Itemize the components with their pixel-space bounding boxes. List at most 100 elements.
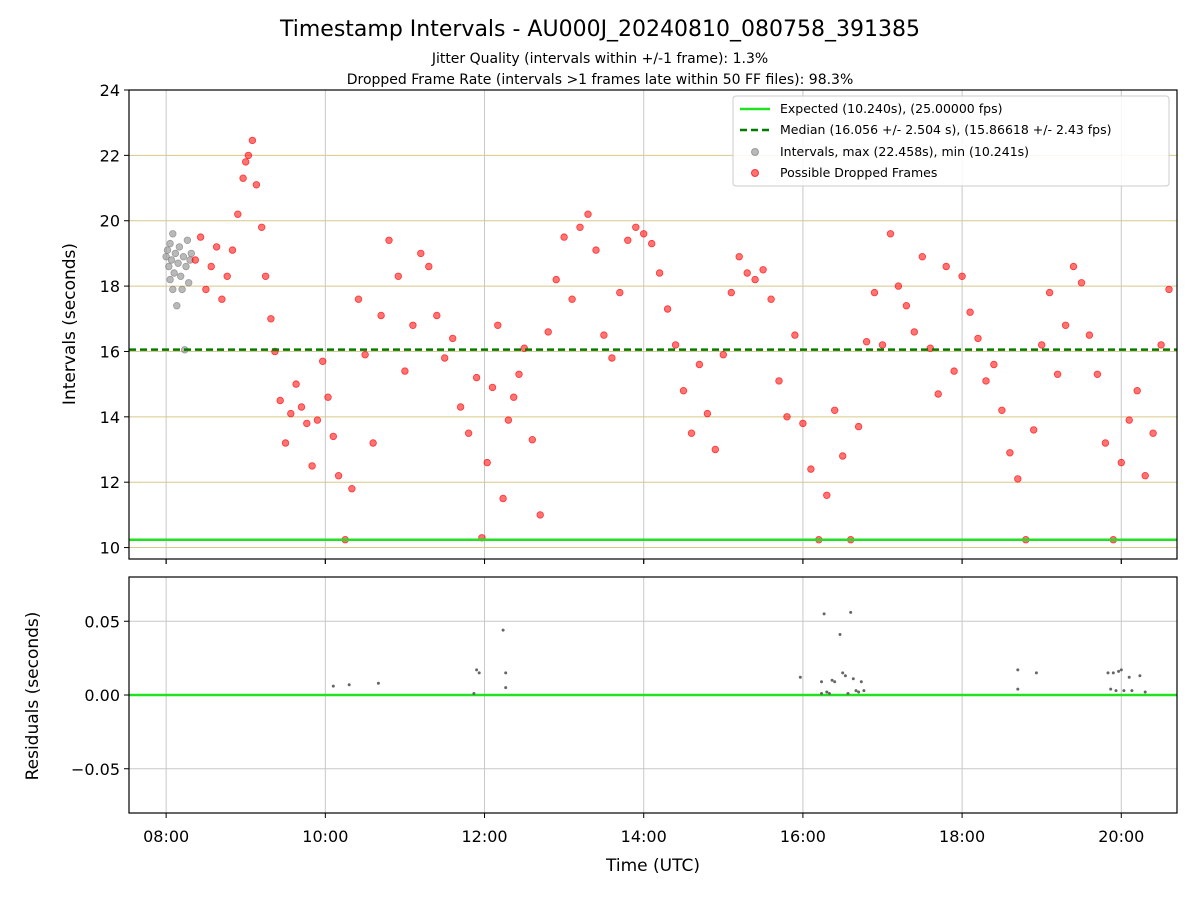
- dropped-frame-point: [377, 311, 385, 320]
- dropped-frame-point: [417, 249, 425, 258]
- residual-point: [846, 692, 850, 695]
- x-tick-label: 20:00: [1098, 827, 1144, 846]
- dropped-frame-point: [1061, 321, 1070, 329]
- dropped-frame-point: [775, 377, 783, 385]
- residuals-y-axis-label: Residuals (seconds): [23, 612, 43, 781]
- dropped-frame-point: [488, 383, 497, 392]
- dropped-frame-point: [735, 253, 743, 261]
- dropped-frame-point: [281, 439, 290, 447]
- interval-point: [163, 246, 172, 254]
- dropped-frame-point: [324, 393, 332, 401]
- dropped-frame-point: [234, 210, 242, 218]
- dropped-frame-point: [767, 295, 775, 303]
- residual-point: [827, 692, 831, 695]
- dropped-frame-point: [648, 239, 656, 248]
- interval-point: [182, 262, 190, 271]
- residual-point: [1109, 687, 1113, 691]
- residual-point: [851, 677, 855, 681]
- dropped-frame-point: [1101, 439, 1110, 447]
- dropped-frame-point: [998, 406, 1006, 414]
- dropped-frame-point: [759, 266, 767, 274]
- residual-point: [475, 668, 479, 672]
- dropped-frame-point: [464, 429, 473, 437]
- dropped-frame-point: [297, 403, 306, 411]
- dropped-frame-point: [942, 262, 950, 271]
- dropped-frame-point: [510, 393, 518, 401]
- chart-subtitle-dropped: Dropped Frame Rate (intervals >1 frames …: [347, 72, 854, 88]
- dropped-frame-point: [223, 272, 231, 280]
- dropped-frame-point: [472, 373, 481, 382]
- dropped-frame-point: [655, 269, 664, 277]
- dropped-frame-point: [499, 494, 507, 503]
- residuals-points: [331, 610, 1147, 695]
- interval-point: [178, 285, 186, 294]
- dropped-frame-point: [870, 288, 879, 297]
- dropped-frame-point: [504, 416, 513, 424]
- intervals-y-tick-label: 12: [100, 473, 120, 492]
- dropped-frame-point: [1141, 472, 1149, 480]
- intervals-y-axis-label: Intervals (seconds): [60, 243, 80, 405]
- dropped-frame-point: [292, 380, 300, 388]
- residual-point: [825, 690, 829, 694]
- dropped-frame-point: [950, 367, 958, 375]
- residual-point: [1114, 689, 1118, 693]
- residual-point: [1016, 668, 1020, 672]
- dropped-frame-point: [862, 338, 871, 346]
- dropped-frame-point: [974, 334, 982, 343]
- residuals-y-tick-label: −0.05: [71, 760, 120, 779]
- dropped-frame-point: [663, 305, 672, 313]
- intervals-points: [162, 136, 1173, 544]
- dropped-frame-point: [456, 403, 465, 411]
- legend-intervals-swatch: [751, 148, 759, 156]
- dropped-frame-point: [823, 491, 831, 499]
- dropped-frame-point: [711, 445, 719, 454]
- dropped-frame-point: [839, 452, 847, 460]
- dropped-frame-point: [687, 429, 696, 437]
- dropped-frame-point: [313, 416, 322, 424]
- dropped-frame-point: [348, 485, 356, 493]
- intervals-y-tick-label: 24: [100, 81, 120, 100]
- interval-point: [184, 279, 193, 287]
- dropped-frame-point: [334, 472, 343, 480]
- residual-point: [1143, 690, 1147, 694]
- residual-point: [854, 689, 858, 693]
- chart-subtitle-jitter: Jitter Quality (intervals within +/-1 fr…: [431, 51, 768, 67]
- dropped-frame-point: [1029, 426, 1038, 434]
- dropped-frame-point: [1157, 341, 1165, 349]
- residual-point: [1016, 687, 1020, 691]
- dropped-frame-point: [267, 315, 275, 323]
- dropped-frame-point: [576, 223, 584, 231]
- dropped-frame-point: [244, 151, 253, 160]
- legend-expected-label: Expected (10.240s), (25.00000 fps): [780, 101, 1002, 116]
- x-tick-label: 14:00: [621, 827, 667, 846]
- dropped-frame-point: [228, 246, 237, 254]
- residual-point: [833, 680, 837, 684]
- dropped-frame-point: [544, 328, 552, 336]
- interval-point: [171, 249, 180, 258]
- interval-point: [187, 249, 195, 258]
- dropped-frame-point: [276, 396, 284, 405]
- dropped-frame-point: [515, 370, 523, 378]
- dropped-frame-point: [483, 458, 491, 467]
- dropped-frame-point: [239, 174, 247, 182]
- intervals-y-tick-label: 22: [100, 146, 120, 165]
- dropped-frame-point: [966, 308, 974, 316]
- residual-point: [843, 674, 847, 678]
- dropped-frame-point: [679, 387, 688, 395]
- dropped-frame-point: [361, 351, 369, 359]
- dropped-frame-point: [319, 357, 327, 365]
- residual-point: [504, 671, 508, 675]
- residuals-panel: 08:00 10:00 12:00 14:00 16:00 18:00 20:00 −0.05…: [23, 559, 1178, 876]
- dropped-frame-point: [1117, 458, 1125, 467]
- residual-point: [501, 628, 505, 632]
- residual-point: [347, 683, 351, 687]
- dropped-frame-point: [536, 511, 544, 519]
- dropped-frame-point: [409, 321, 417, 329]
- chart-title: Timestamp Intervals - AU000J_20240810_08…: [279, 17, 920, 42]
- dropped-frame-point: [1165, 285, 1173, 294]
- dropped-frame-point: [608, 354, 616, 362]
- residual-point: [822, 612, 826, 616]
- dropped-frame-point: [212, 243, 221, 251]
- interval-point: [170, 269, 178, 277]
- dropped-frame-point: [1125, 416, 1133, 424]
